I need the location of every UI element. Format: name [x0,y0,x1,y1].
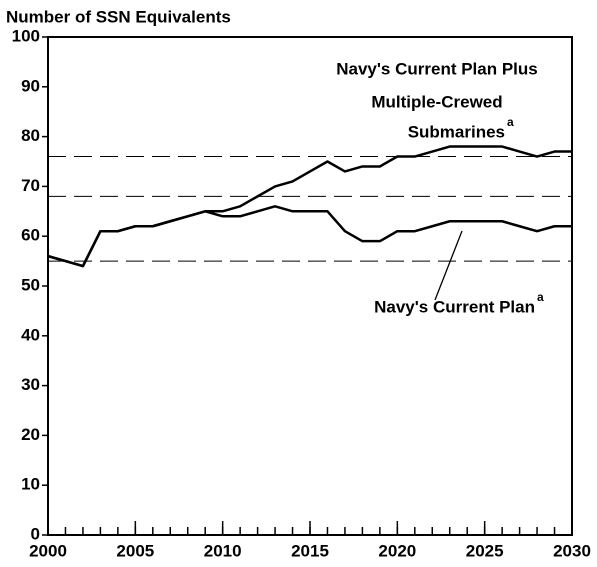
y-tick-label: 0 [31,524,40,543]
x-tick-label: 2030 [553,541,591,560]
x-tick-label: 2025 [466,541,504,560]
series-label: Navy's Current Plan Plus [336,59,538,78]
y-tick-label: 70 [21,176,40,195]
y-tick-label: 20 [21,425,40,444]
series-label: Navy's Current Plan [374,297,535,316]
y-tick-label: 60 [21,226,40,245]
leader-line [434,230,463,301]
plot-frame [47,36,573,536]
series-label-note: a [537,290,544,304]
x-tick-label: 2010 [204,541,242,560]
y-tick-label: 40 [21,325,40,344]
x-tick-label: 2005 [116,541,154,560]
y-tick-label: 90 [21,76,40,95]
y-tick-label: 30 [21,375,40,394]
series-line [47,145,572,268]
x-tick-label: 2020 [378,541,416,560]
series-label-note: a [507,115,514,129]
y-tick-label: 80 [21,126,40,145]
x-tick-label: 2015 [291,541,329,560]
y-tick-label: 100 [12,26,40,45]
y-tick-label: 50 [21,275,40,294]
y-axis-label: Number of SSN Equivalents [6,7,231,26]
series-label: Multiple-Crewed [371,92,502,111]
series-label: Submarines [408,122,505,141]
x-tick-label: 2000 [29,541,67,560]
y-tick-label: 10 [21,475,40,494]
series-line [47,205,572,268]
